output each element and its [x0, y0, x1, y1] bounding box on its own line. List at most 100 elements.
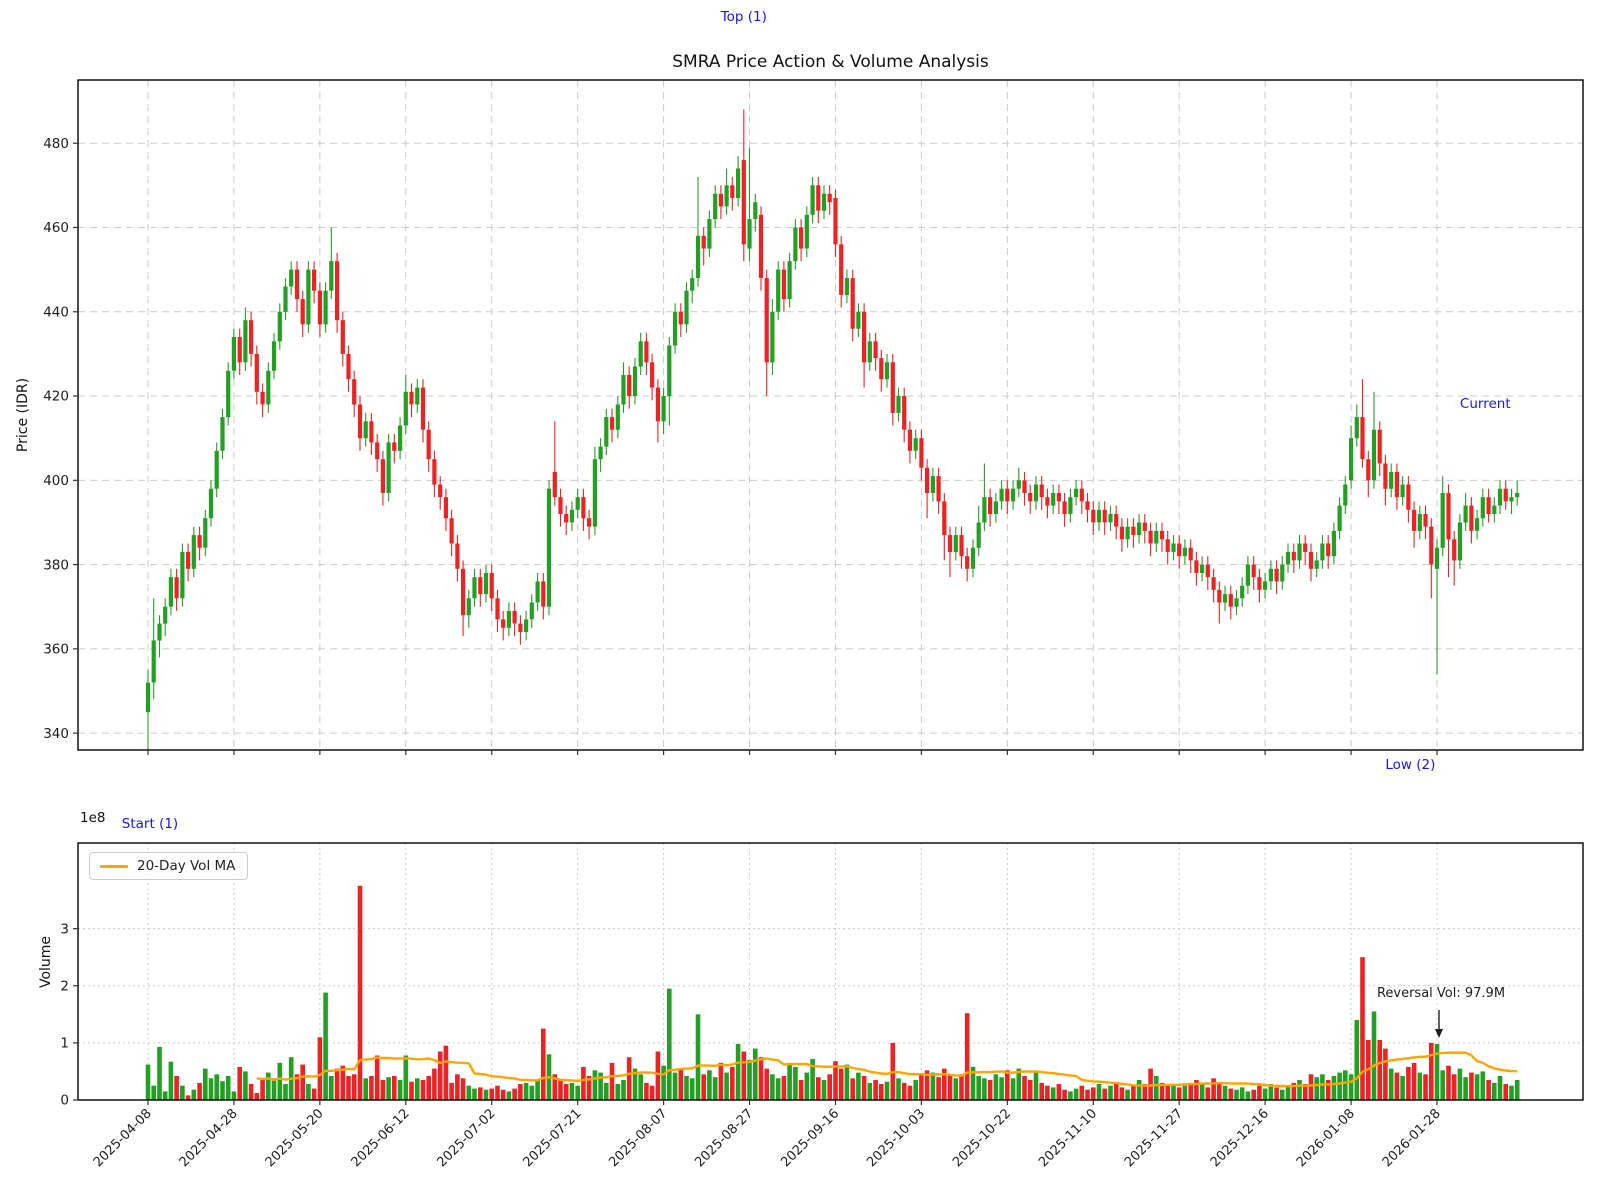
volume-bar	[1136, 1080, 1142, 1100]
x-tick-label: 2025-07-21	[520, 1106, 584, 1170]
candle-body	[300, 299, 305, 325]
candle-body	[541, 581, 546, 607]
volume-bar	[982, 1078, 987, 1100]
annotation-reversal-volume: Reversal Vol: 97.9M	[1376, 986, 1506, 1002]
volume-bar	[185, 1095, 191, 1100]
price-y-tick-label: 460	[43, 220, 69, 236]
volume-bar	[833, 1061, 838, 1100]
candle-body	[529, 602, 534, 620]
candle-body	[1515, 493, 1520, 498]
candle-body	[386, 442, 391, 493]
volume-bar	[1469, 1072, 1474, 1100]
x-tick-label: 2026-01-08	[1294, 1106, 1358, 1170]
x-tick-label: 2025-08-07	[606, 1106, 670, 1170]
volume-bar	[678, 1068, 684, 1100]
annotation-top: Top (1)	[720, 9, 767, 25]
volume-bar	[747, 1060, 752, 1100]
candle-body	[1079, 488, 1084, 502]
volume-axis-offset-label: 1e8	[80, 810, 106, 826]
vol-ma-line-swatch	[100, 864, 128, 868]
candle-body	[403, 391, 408, 426]
candle-body	[930, 476, 935, 493]
price-y-tick-label: 340	[43, 726, 69, 742]
candle-body	[214, 450, 219, 489]
x-tick-label: 2025-11-10	[1036, 1106, 1100, 1170]
candle-body	[1263, 581, 1268, 590]
volume-bar	[1171, 1084, 1176, 1100]
candle-body	[472, 577, 477, 599]
volume-bar	[701, 1074, 706, 1100]
candle-body	[627, 375, 632, 397]
volume-bar	[1039, 1082, 1044, 1100]
candle-body	[1406, 484, 1411, 510]
volume-bar	[1297, 1080, 1302, 1100]
volume-bar	[231, 1091, 237, 1100]
volume-bar	[850, 1078, 855, 1100]
volume-bar	[856, 1072, 861, 1100]
candle-body	[237, 337, 242, 363]
candle-body	[294, 269, 300, 300]
candle-body	[535, 581, 540, 603]
candle-body	[896, 396, 901, 413]
annotation-start: Start (1)	[121, 816, 179, 832]
candle-body	[673, 311, 678, 346]
volume-bar	[953, 1078, 959, 1100]
candle-body	[1400, 484, 1405, 498]
volume-bar	[586, 1076, 592, 1100]
volume-bar	[1211, 1078, 1216, 1100]
volume-bar	[1285, 1085, 1291, 1100]
price-y-ticks: 340 360 380 400 420 440 460 480	[43, 136, 78, 742]
volume-bar	[1113, 1082, 1119, 1100]
volume-bar	[1085, 1089, 1090, 1100]
candle-body	[357, 404, 363, 439]
volume-bar	[1050, 1087, 1056, 1100]
candle-body	[667, 345, 672, 397]
volume-bar	[970, 1066, 976, 1100]
volume-bar	[844, 1064, 850, 1100]
candle-body	[650, 362, 655, 388]
candle-body	[936, 476, 941, 502]
volume-bar	[947, 1076, 953, 1100]
x-tick-label: 2025-12-16	[1208, 1106, 1272, 1170]
volume-bar	[478, 1087, 483, 1100]
volume-bar	[306, 1084, 311, 1100]
candle-body	[902, 396, 907, 430]
volume-bar	[621, 1080, 626, 1100]
candle-body	[197, 535, 202, 548]
candle-body	[1492, 505, 1497, 514]
volume-bar	[1434, 1044, 1440, 1100]
candle-body	[380, 459, 385, 493]
candle-body	[1343, 484, 1348, 506]
candle-body	[953, 535, 958, 552]
candle-body	[1389, 471, 1394, 489]
volume-bar	[896, 1078, 901, 1100]
chart-title: SMRA Price Action & Volume Analysis	[672, 52, 989, 72]
volume-bar	[999, 1077, 1004, 1100]
volume-y-axis-label: Volume	[38, 935, 54, 989]
volume-bar	[266, 1072, 271, 1100]
candle-body	[163, 606, 168, 624]
volume-bar	[718, 1062, 724, 1100]
volume-bar	[644, 1082, 649, 1100]
volume-bar	[340, 1065, 346, 1100]
candle-body	[747, 219, 752, 249]
candle-body	[976, 522, 981, 548]
candle-body	[352, 379, 357, 405]
candle-body	[833, 198, 838, 245]
volume-bar	[283, 1084, 288, 1100]
volume-bar	[460, 1078, 466, 1100]
candle-body	[443, 497, 448, 519]
volume-bar	[392, 1076, 397, 1100]
volume-bar	[1079, 1085, 1085, 1100]
candle-body	[942, 501, 947, 536]
volume-bar	[810, 1058, 815, 1100]
candle-body	[249, 320, 254, 354]
candle-body	[821, 193, 827, 211]
candle-body	[1205, 564, 1210, 578]
candle-body	[1114, 514, 1119, 527]
volume-bar	[1125, 1089, 1130, 1100]
candle-body	[1429, 526, 1434, 565]
candle-body	[1240, 585, 1245, 599]
x-ticks: 2025-04-08 2025-04-28 2025-05-20 2025-06-12…	[91, 750, 1444, 1170]
